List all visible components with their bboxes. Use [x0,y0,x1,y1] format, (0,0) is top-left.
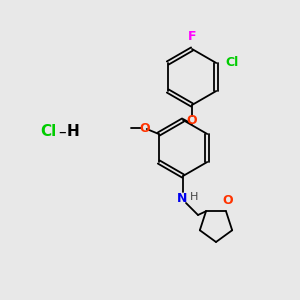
Text: Cl: Cl [40,124,56,140]
Text: O: O [223,194,233,207]
Text: H: H [190,192,198,202]
Text: N: N [177,191,187,205]
Text: O: O [187,113,197,127]
Text: H: H [67,124,80,140]
Text: F: F [188,30,196,43]
Text: O: O [140,122,150,134]
Text: –: – [58,124,66,140]
Text: Cl: Cl [225,56,239,68]
